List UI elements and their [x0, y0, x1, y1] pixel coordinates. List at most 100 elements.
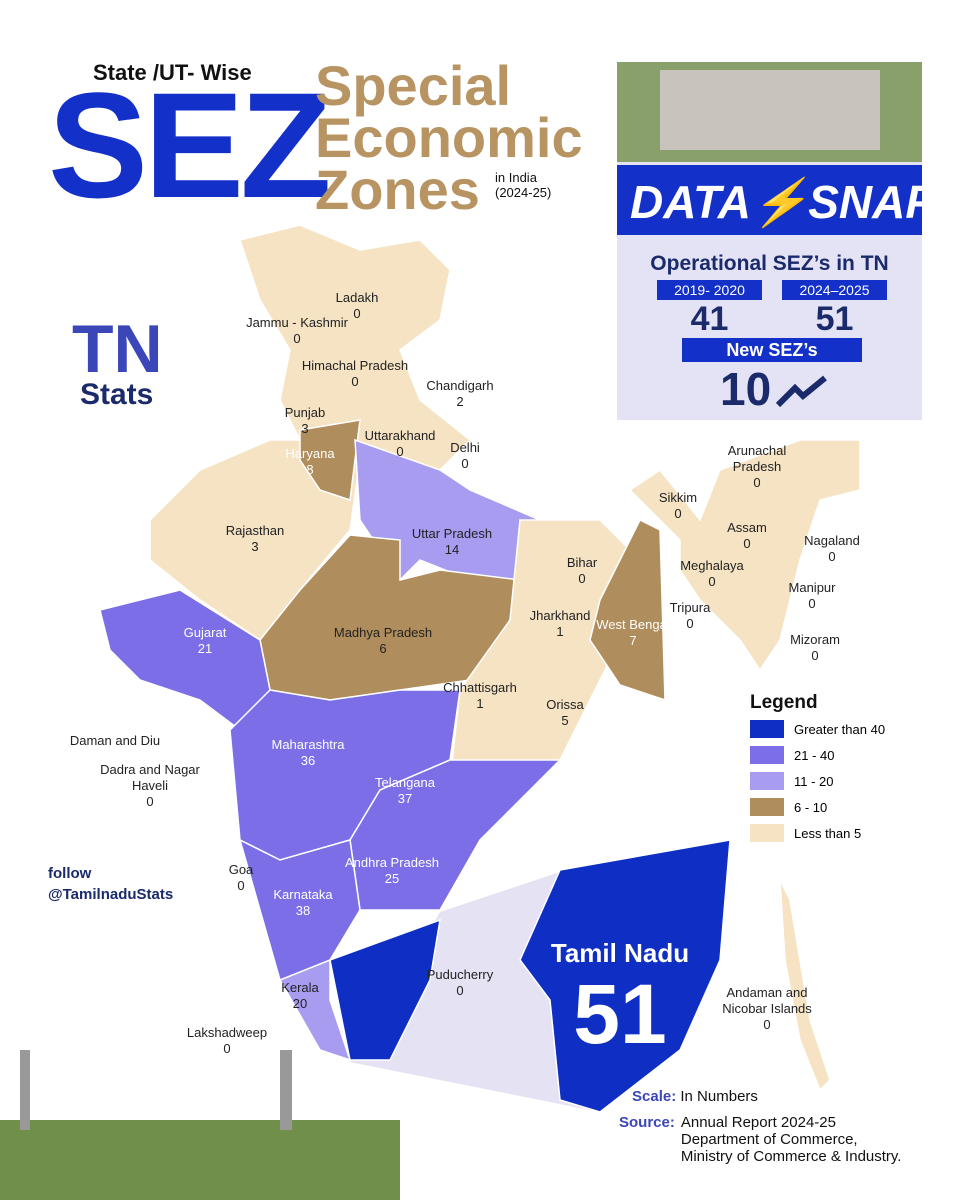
state-label: Andaman and Nicobar Islands 0 [712, 985, 822, 1033]
highlight: Tamil Nadu 51 [520, 938, 720, 1059]
state-label: Assam 0 [692, 520, 802, 552]
period-label: 2024–2025 [799, 282, 870, 298]
title-line: Special [315, 54, 512, 117]
state-value: 0 [353, 306, 361, 321]
state-value: 0 [828, 549, 836, 564]
state-label: Mizoram 0 [760, 632, 870, 664]
region [278, 958, 352, 1062]
state-name: Punjab [284, 405, 326, 420]
state-label: Nagaland 0 [777, 533, 887, 565]
state-value: 37 [397, 791, 413, 806]
legend-item: Less than 5 [750, 824, 885, 842]
state-label: Gujarat 21 [150, 625, 260, 657]
follow: follow @TamilnaduStats [48, 865, 173, 903]
state-value: 14 [444, 542, 460, 557]
state-label: Punjab 3 [250, 405, 360, 437]
state-label: Chandigarh 2 [405, 378, 515, 410]
title: Special Economic Zones [315, 54, 583, 221]
state-value: 3 [251, 539, 259, 554]
state-label: Puducherry 0 [405, 967, 515, 999]
new-box [682, 338, 862, 362]
state-value: 0 [708, 574, 716, 589]
legend-label: 21 - 40 [794, 747, 835, 763]
region [589, 518, 666, 702]
state-name: Maharashtra [271, 737, 345, 752]
state-label: Andhra Pradesh 25 [337, 855, 447, 887]
state-value: 0 [293, 331, 301, 346]
legend-title: Legend [750, 692, 818, 713]
legend-item: 21 - 40 [750, 746, 885, 764]
building [660, 70, 880, 150]
state-name: Ladakh [335, 290, 379, 305]
state-name: Bihar [566, 555, 598, 570]
subtitle: in India (2024-25) [495, 170, 551, 200]
state-label: Himachal Pradesh 0 [300, 358, 410, 390]
region [149, 439, 361, 642]
datasnap-heading: Operational SEZ’s in TN [650, 252, 889, 275]
state-value: 0 [146, 794, 154, 809]
legend-item: 6 - 10 [750, 798, 885, 816]
state-value: 0 [674, 506, 682, 521]
state-label: Uttar Pradesh 14 [397, 526, 507, 558]
state-name: Jharkhand [529, 608, 591, 623]
state-name: Orissa [546, 697, 584, 712]
legend-item: Greater than 40 [750, 720, 885, 738]
state-name: Tripura [669, 600, 711, 615]
state-label: Tripura 0 [635, 600, 745, 632]
subtitle-line: in India [495, 170, 537, 185]
state-value: 0 [456, 983, 464, 998]
state-name: Dadra and Nagar Haveli [100, 762, 200, 793]
region [779, 879, 831, 1092]
state-value: 0 [578, 571, 586, 586]
state-name: Chandigarh [426, 378, 494, 393]
footer-illustration [280, 1050, 292, 1130]
state-value: 5 [561, 713, 569, 728]
legend-swatch [750, 746, 784, 764]
state-label: Uttarakhand 0 [345, 428, 455, 460]
state-name: Gujarat [183, 625, 227, 640]
state-label: Goa 0 [186, 862, 296, 894]
state-value: 2 [456, 394, 464, 409]
state-value: 0 [753, 475, 761, 490]
state-name: Andhra Pradesh [345, 855, 439, 870]
region [239, 224, 472, 471]
state-name: Telangana [375, 775, 435, 790]
legend: Legend Greater than 40 21 - 40 11 - 20 6 - … [750, 692, 885, 850]
state-label: West Bengal 7 [578, 617, 688, 649]
highlight-value: 51 [573, 967, 667, 1061]
datasnap-brand: DATA⚡SNAP [630, 176, 937, 228]
legend-swatch [750, 824, 784, 842]
legend-swatch [750, 720, 784, 738]
state-value: 0 [461, 456, 469, 471]
state-name: Uttar Pradesh [411, 526, 493, 541]
title-line: Zones [315, 158, 480, 221]
state-name: Sikkim [658, 490, 698, 505]
state-value: 21 [197, 641, 213, 656]
state-name: Madhya Pradesh [333, 625, 433, 640]
state-name: Mizoram [790, 632, 840, 647]
state-name: Jammu - Kashmir [246, 315, 348, 330]
legend-label: 11 - 20 [794, 773, 834, 789]
state-value: 8 [306, 462, 314, 477]
state-value: 20 [292, 996, 308, 1011]
state-name: Haryana [285, 446, 335, 461]
period-value: 41 [690, 300, 729, 338]
state-value: 25 [384, 871, 400, 886]
state-name: Meghalaya [680, 558, 744, 573]
state-name: Delhi [450, 440, 480, 455]
scale-label: Scale: [632, 1088, 677, 1105]
scale-text: In Numbers [680, 1088, 758, 1105]
state-value: 38 [295, 903, 311, 918]
source-label: Source: [619, 1114, 675, 1131]
state-label: Madhya Pradesh 6 [328, 625, 438, 657]
state-label: Delhi 0 [410, 440, 520, 472]
state-value: 3 [301, 421, 309, 436]
state-label: Haryana 8 [255, 446, 365, 478]
state-name: Manipur [788, 580, 836, 595]
new-label: New SEZ’s [726, 340, 818, 360]
kicker: State /UT- Wise [93, 60, 252, 85]
state-value: 0 [223, 1041, 231, 1056]
footer-illustration [0, 1120, 400, 1200]
brand-right: SNAP [808, 176, 937, 228]
state-label: Maharashtra 36 [253, 737, 363, 769]
